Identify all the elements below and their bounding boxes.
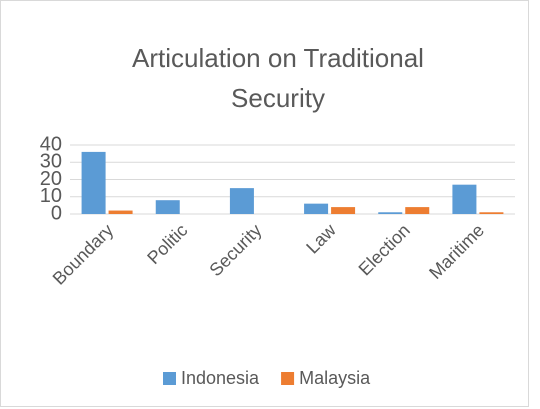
legend-label: Malaysia — [299, 368, 371, 388]
legend-label: Indonesia — [181, 368, 260, 388]
chart-frame — [0, 0, 529, 407]
bar — [331, 207, 356, 214]
x-tick-label: Security — [205, 220, 265, 280]
legend-swatch — [163, 372, 176, 385]
bar — [155, 200, 180, 214]
x-tick-label: Maritime — [425, 220, 488, 283]
y-tick-label: 20 — [40, 168, 62, 190]
bar — [405, 207, 430, 214]
x-tick-label: Law — [302, 219, 340, 257]
y-tick-label: 30 — [40, 151, 62, 173]
bar — [378, 212, 403, 214]
bar — [81, 151, 106, 214]
bar — [452, 184, 477, 214]
bar — [108, 210, 133, 214]
chart-title: Articulation on Traditional Security — [132, 43, 424, 113]
bar — [304, 203, 329, 214]
bar — [229, 188, 254, 214]
y-tick-label: 40 — [40, 133, 62, 155]
x-tick-label: Boundary — [49, 220, 118, 289]
y-tick-label: 0 — [51, 202, 62, 224]
x-tick-label: Election — [355, 220, 414, 279]
bar — [479, 212, 504, 214]
legend-swatch — [281, 372, 295, 385]
x-tick-label: Politic — [143, 220, 191, 268]
y-tick-label: 10 — [40, 185, 62, 207]
